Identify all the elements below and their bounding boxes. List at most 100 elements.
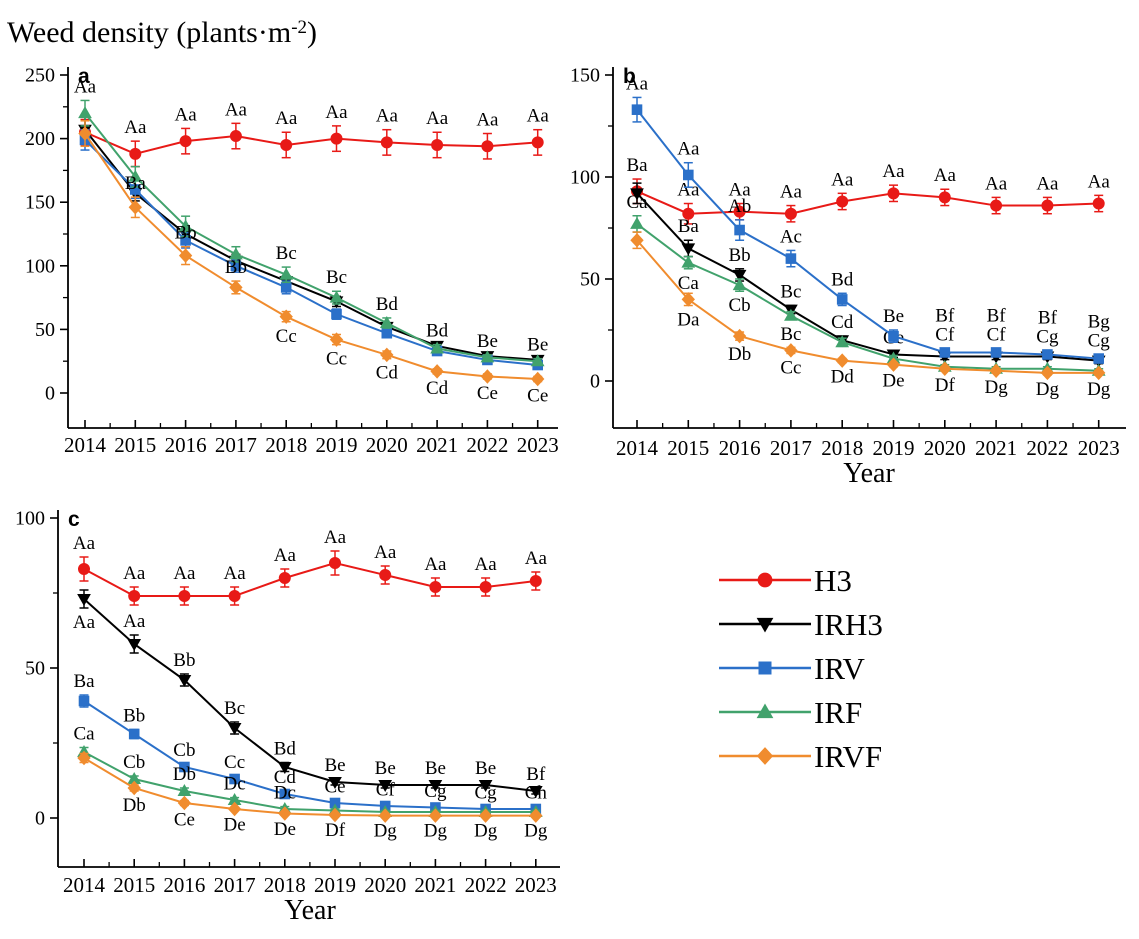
sig-label: Aa — [729, 180, 752, 201]
y-axis-ticks: 0 50 100 — [15, 508, 58, 830]
sig-label: Dc — [274, 783, 296, 804]
circle-marker-icon — [330, 132, 343, 145]
sig-label: Dg — [984, 377, 1008, 398]
figure-title: Weed density (plants·m-2) — [7, 16, 317, 50]
sig-label: Aa — [73, 533, 96, 554]
circle-marker-icon — [229, 130, 242, 143]
legend-label: IRF — [814, 694, 863, 730]
triangle-up-marker-icon — [835, 335, 850, 348]
sig-label: Be — [375, 758, 396, 779]
sig-label: Bc — [326, 267, 347, 288]
sig-label: Aa — [376, 106, 399, 127]
x-tick-label: 2023 — [515, 873, 557, 897]
x-tick-label: 2015 — [667, 436, 709, 460]
sig-label: Aa — [934, 165, 957, 186]
triangle-up-marker-icon — [279, 267, 294, 280]
sig-label: Aa — [527, 106, 550, 127]
square-marker-icon — [758, 661, 772, 675]
sig-label: Ba — [73, 671, 95, 692]
sig-label: Dg — [1087, 379, 1111, 400]
diamond-marker-icon — [478, 808, 493, 823]
sig-label: Bc — [780, 282, 801, 303]
sig-label: Cd — [376, 363, 399, 384]
square-marker-icon — [734, 224, 745, 236]
sig-label: Bd — [831, 269, 854, 290]
sig-label: Bd — [376, 294, 399, 315]
diamond-marker-icon — [529, 808, 543, 823]
square-marker-icon — [280, 282, 292, 293]
sig-label: Aa — [175, 104, 198, 125]
sig-label: Ca — [678, 273, 700, 294]
triangle-up-marker-icon — [480, 350, 495, 363]
circle-marker-icon — [529, 575, 542, 587]
triangle-up-marker-icon — [177, 783, 192, 796]
sig-label: Cd — [426, 378, 449, 399]
circle-marker-icon — [178, 590, 191, 602]
sig-label: Be — [324, 755, 345, 776]
diamond-marker-icon — [227, 801, 242, 817]
series-IRV — [79, 128, 544, 371]
x-tick-label: 2015 — [114, 433, 156, 457]
x-tick-label: 2022 — [465, 873, 507, 897]
x-tick-label: 2020 — [924, 436, 966, 460]
diamond-marker-icon — [886, 357, 901, 372]
triangle-down-marker-icon — [177, 675, 192, 688]
sig-label: Cb — [729, 295, 751, 316]
sig-label: Da — [677, 310, 700, 331]
diamond-marker-icon — [329, 332, 344, 347]
x-tick-label: 2018 — [821, 436, 863, 460]
sig-label: Cb — [123, 752, 145, 773]
diamond-marker-icon — [732, 328, 747, 344]
diamond-marker-icon — [1092, 365, 1106, 381]
square-marker-icon — [78, 695, 90, 707]
triangle-up-marker-icon — [756, 703, 774, 719]
series-H3: Aa Aa Aa Aa Aa Aa Aa Aa Aa — [79, 99, 550, 168]
sig-label: Dg — [424, 821, 448, 842]
sig-label: Cb — [173, 740, 195, 761]
sig-label: Bd — [274, 739, 297, 760]
panel-letter: c — [68, 508, 80, 531]
sig-label: Be — [475, 758, 496, 779]
sig-label: Aa — [73, 612, 96, 633]
sig-label: Cc — [326, 349, 347, 370]
figure-title-superscript: -2 — [291, 17, 308, 38]
diamond-marker-icon — [378, 808, 392, 823]
legend-circle-icon — [719, 572, 811, 588]
sig-label: Bf — [526, 764, 546, 785]
diamond-marker-icon — [279, 309, 293, 324]
series-IRF: Aa Bc Bc Bd Bd Be Be — [74, 76, 548, 367]
circle-marker-icon — [379, 569, 392, 581]
triangle-down-marker-icon — [681, 243, 696, 256]
x-tick-label: 2014 — [63, 873, 106, 897]
x-tick-label: 2021 — [414, 873, 456, 897]
x-tick-label: 2017 — [770, 436, 812, 460]
circle-marker-icon — [733, 205, 746, 218]
y-tick-label: 150 — [570, 65, 600, 87]
series-IRV: Ba Bb Cb Cc Cd Ce Cf Cg Cg Ch — [73, 671, 547, 815]
sig-label: Aa — [985, 173, 1008, 194]
sig-label: Df — [325, 820, 346, 841]
sig-label: Cc — [780, 357, 801, 378]
square-marker-icon — [381, 327, 393, 339]
triangle-down-marker-icon — [428, 780, 443, 793]
sig-label: Dg — [474, 821, 498, 842]
triangle-up-marker-icon — [681, 255, 696, 268]
circle-marker-icon — [784, 207, 797, 220]
sig-label: Cf — [376, 780, 396, 801]
sig-label: Dg — [1036, 379, 1060, 400]
sig-label: Aa — [626, 73, 649, 94]
sig-label: Aa — [882, 161, 905, 182]
sig-label: Aa — [476, 110, 499, 131]
diamond-marker-icon — [784, 343, 798, 358]
sig-label: Cg — [1088, 330, 1111, 351]
square-marker-icon — [888, 330, 899, 342]
sig-label: Be — [883, 306, 904, 327]
sig-label: Ba — [125, 173, 147, 194]
sig-label: Be — [477, 331, 498, 352]
sig-label: Dc — [224, 774, 246, 795]
sig-label: Aa — [274, 545, 297, 566]
sig-label: Aa — [677, 139, 700, 160]
triangle-up-marker-icon — [379, 316, 394, 329]
sig-label: Aa — [426, 108, 449, 129]
